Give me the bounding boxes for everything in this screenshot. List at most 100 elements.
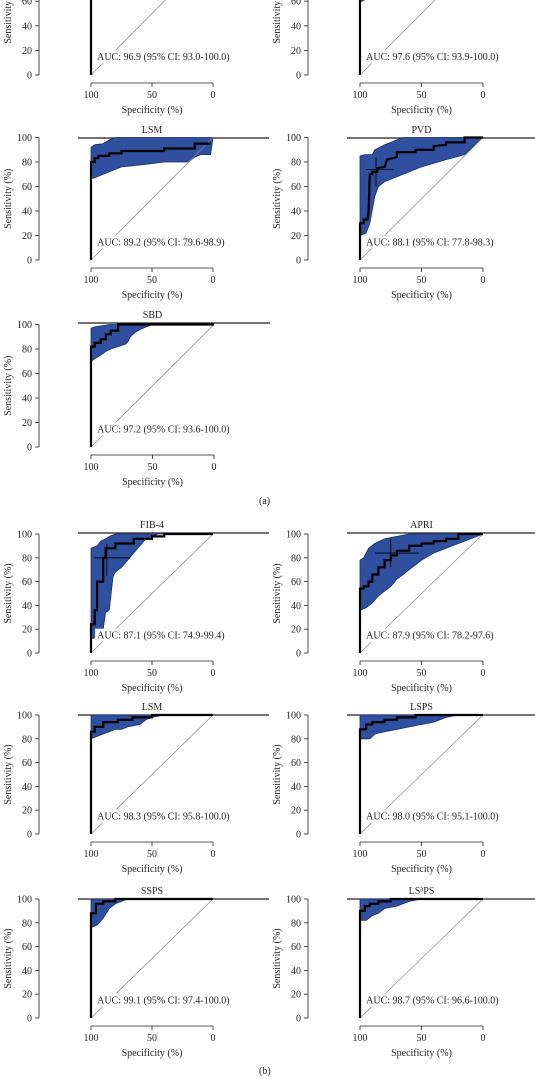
x-tick-label: 0 (481, 275, 486, 286)
auc-label: AUC: 99.1 (95% CI: 97.4-100.0) (97, 996, 230, 1007)
x-tick-label: 50 (417, 668, 427, 679)
confidence-band (359, 714, 483, 740)
y-tick-label: 40 (22, 966, 32, 977)
confidence-band (90, 533, 213, 640)
y-tick-label: 100 (286, 530, 301, 541)
roc-chart-4: 0 20 40 60 80 100 100 50 0 Specificity (%) Sensiti… (272, 125, 535, 301)
chart-title: LSPS (410, 702, 433, 713)
y-tick-label: 80 (22, 158, 32, 169)
y-axis-label: Sensitivity (%) (272, 169, 283, 229)
x-tick-label: 50 (147, 668, 157, 679)
y-tick-label: 60 (22, 758, 32, 769)
y-tick-label: 40 (291, 21, 301, 32)
y-tick-label: 20 (291, 46, 301, 57)
chart-title: APRI (410, 520, 433, 531)
x-tick-label: 50 (147, 90, 157, 101)
auc-label: AUC: 97.6 (95% CI: 93.9-100.0) (366, 52, 499, 63)
y-tick-label: 80 (291, 158, 301, 169)
confidence-band (359, 137, 485, 237)
reference-diagonal (359, 0, 436, 76)
auc-label: AUC: 97.2 (95% CI: 93.6-100.0) (97, 424, 230, 435)
auc-label-background (364, 628, 523, 642)
x-tick-label: 0 (481, 1033, 486, 1044)
y-tick-label: 60 (22, 577, 32, 588)
roc-curve (358, 136, 483, 260)
y-tick-label: 0 (296, 649, 301, 660)
auc-label: AUC: 98.7 (95% CI: 96.6-100.0) (366, 996, 499, 1007)
y-tick-label: 20 (291, 806, 301, 817)
y-axis-label: Sensitivity (%) (3, 0, 14, 44)
y-tick-label: 0 (296, 71, 301, 82)
confidence-band (90, 898, 213, 929)
x-axis-label: Specificity (%) (122, 864, 183, 875)
roc-curve (89, 713, 213, 834)
y-tick-label: 20 (22, 625, 32, 636)
roc-chart-8: 0 20 40 60 80 100 100 50 0 Specificity (%) Sensiti… (3, 702, 269, 875)
panel-b-label: (b) (259, 1066, 271, 1077)
auc-label-background (364, 50, 523, 64)
chart-title: PVD (411, 125, 431, 136)
chart-title: FIB-4 (140, 520, 164, 531)
x-tick-label: 0 (481, 849, 486, 860)
x-tick-label: 0 (481, 90, 486, 101)
roc-curve (89, 142, 211, 260)
y-tick-label: 80 (291, 918, 301, 929)
y-tick-label: 20 (22, 806, 32, 817)
auc-label: AUC: 88.1 (95% CI: 77.8-98.3) (366, 237, 494, 248)
chart-title: SSPS (141, 886, 163, 897)
y-tick-label: 0 (296, 256, 301, 267)
y-tick-label: 100 (286, 133, 301, 144)
x-tick-label: 0 (211, 275, 216, 286)
x-tick-label: 100 (353, 668, 368, 679)
roc-chart-10: 0 20 40 60 80 100 100 50 0 Specificity (%) Sensiti… (3, 886, 269, 1059)
y-axis-label: Sensitivity (%) (3, 169, 14, 229)
y-tick-label: 100 (17, 530, 32, 541)
y-axis-label: Sensitivity (%) (272, 744, 283, 804)
auc-label-background (95, 809, 254, 823)
x-tick-label: 50 (147, 275, 157, 286)
y-tick-label: 60 (291, 942, 301, 953)
y-axis-label: Sensitivity (%) (3, 563, 14, 623)
x-axis-label: Specificity (%) (122, 105, 183, 116)
y-tick-label: 60 (291, 577, 301, 588)
x-tick-label: 100 (353, 275, 368, 286)
roc-curve (89, 323, 214, 447)
roc-chart-3: 0 20 40 60 80 100 100 50 0 Specificity (%) Sensiti… (3, 125, 269, 301)
y-tick-label: 100 (17, 133, 32, 144)
y-tick-label: 0 (27, 649, 32, 660)
y-tick-label: 20 (291, 231, 301, 242)
roc-chart-7: 0 20 40 60 80 100 100 50 0 Specificity (%) Sensiti… (272, 520, 535, 694)
y-tick-label: 40 (22, 394, 32, 405)
y-axis-label: Sensitivity (%) (272, 928, 283, 988)
auc-label: AUC: 96.9 (95% CI: 93.0-100.0) (97, 52, 230, 63)
roc-curve (89, 897, 213, 1018)
y-axis-label: Sensitivity (%) (3, 744, 14, 804)
y-tick-label: 0 (296, 1014, 301, 1025)
x-tick-label: 100 (353, 1033, 368, 1044)
y-tick-label: 40 (291, 207, 301, 218)
roc-chart-11: 0 20 40 60 80 100 100 50 0 Specificity (%) Sensiti… (272, 886, 535, 1059)
x-tick-label: 100 (84, 849, 99, 860)
y-tick-label: 40 (291, 782, 301, 793)
y-axis-label: Sensitivity (%) (3, 356, 14, 416)
x-tick-label: 50 (148, 462, 158, 473)
x-tick-label: 100 (353, 849, 368, 860)
roc-chart-6: 0 20 40 60 80 100 100 50 0 Specificity (%) Sensiti… (3, 520, 269, 694)
x-tick-label: 50 (147, 849, 157, 860)
y-tick-label: 80 (22, 734, 32, 745)
auc-label: AUC: 89.2 (95% CI: 79.6-98.9) (97, 237, 225, 248)
y-tick-label: 80 (291, 553, 301, 564)
y-tick-label: 0 (27, 1014, 32, 1025)
auc-label-background (95, 235, 254, 249)
roc-curve (358, 713, 483, 834)
auc-label-background (95, 422, 254, 436)
x-tick-label: 100 (84, 90, 99, 101)
y-tick-label: 40 (291, 966, 301, 977)
y-tick-label: 80 (22, 345, 32, 356)
roc-curve (89, 532, 213, 653)
x-tick-label: 50 (417, 849, 427, 860)
y-tick-label: 0 (27, 443, 32, 454)
y-tick-label: 100 (286, 895, 301, 906)
x-tick-label: 0 (211, 668, 216, 679)
